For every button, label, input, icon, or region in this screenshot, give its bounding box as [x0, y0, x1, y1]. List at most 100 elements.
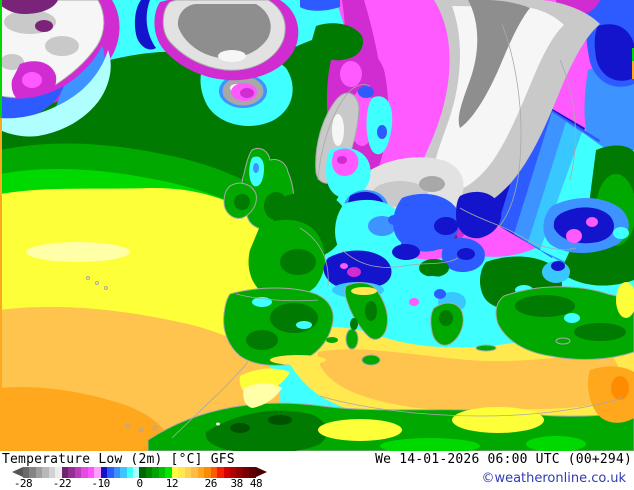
region-algeria-yellow-patch [318, 419, 402, 441]
region-canary-island [125, 423, 131, 429]
copyright-link[interactable]: ©weatheronline.co.uk [481, 471, 626, 486]
region-azores-island3 [104, 286, 108, 290]
region-crete [475, 344, 497, 352]
border-eastern-europe [459, 207, 577, 250]
region-atlas-darker-spot [230, 423, 250, 433]
scale-segment [210, 467, 218, 478]
scale-segment [249, 467, 256, 478]
region-cyprus [555, 337, 571, 345]
region-greenland-palecyan-band [0, 50, 111, 137]
border-russia-meander [497, 23, 522, 229]
region-sahara-brightgreen2 [526, 436, 586, 451]
region-iberia-south-yellow [270, 355, 326, 365]
scale-segment [42, 467, 49, 478]
region-poland-darkblue [434, 217, 458, 235]
scale-segment [29, 467, 36, 478]
scale-segment [184, 467, 192, 478]
scale-segment [171, 467, 179, 478]
region-canary-island2 [138, 427, 144, 433]
region-po-valley-yellow [351, 287, 377, 295]
scale-segment [191, 467, 198, 478]
region-atlantic-orange-southwest [0, 386, 171, 451]
region-sahara-brightgreen [380, 438, 480, 451]
region-poland-blue [393, 193, 460, 252]
scale-tick-label: -22 [52, 477, 72, 490]
region-caucasus-pink-spot [566, 229, 582, 243]
region-northeast-darkblue-corner [594, 24, 634, 81]
scale-segment [35, 467, 43, 478]
scale-tick-labels: -28 -22 -10 0 12 26 38 48 [14, 477, 263, 490]
region-arctic-gray-dark [458, 0, 530, 128]
region-sicily [361, 354, 381, 366]
scale-tick-label: 26 [204, 477, 218, 490]
region-caucasus-pink-spot2 [586, 217, 598, 227]
coast-morocco-atlantic [171, 361, 249, 439]
temperature-map [0, 0, 634, 451]
region-iberia-cyan-east [296, 321, 312, 329]
region-bothnia-blue-spot2 [358, 86, 374, 98]
valid-datetime: We 14-01-2026 06:00 UTC (00+294) [375, 452, 632, 467]
coast-north-africa [319, 395, 623, 417]
region-greenland-purple-top [0, 0, 58, 14]
region-bothnia-cyan [366, 96, 393, 155]
border-pyrenees [235, 293, 319, 302]
region-morocco-paleyellow [243, 383, 282, 408]
region-norwegian-sea-green [312, 23, 364, 61]
coast-norway [317, 84, 371, 181]
map-edge-strip-right-green [632, 48, 634, 61]
scale-segment [139, 467, 146, 478]
region-alps-magenta-spot [347, 267, 361, 277]
scale-segment [236, 467, 243, 478]
map-title: Temperature Low (2m) [°C] GFS [2, 452, 235, 467]
region-topedge-blue-strip [300, 0, 340, 11]
scale-segment [94, 467, 101, 478]
legend-bar: Temperature Low (2m) [°C] GFS We 14-01-2… [0, 451, 634, 490]
scale-tick-label: 48 [249, 477, 263, 490]
scale-right-arrow-icon [256, 467, 267, 477]
region-denmark-magenta-dot [337, 156, 347, 164]
region-turkey-yellow-east [616, 282, 634, 318]
scale-segment [113, 467, 121, 478]
region-atlas-snow-dot [216, 422, 220, 426]
region-dinaric-pink-spot [409, 298, 419, 306]
region-atlas-darker-spot2 [268, 415, 292, 425]
region-baltic-gray-patch2 [419, 176, 445, 192]
region-iceland-magenta-core [240, 88, 254, 98]
scale-left-arrow-icon [12, 467, 23, 477]
region-czech-darkblue [392, 244, 420, 260]
scale-segment [48, 467, 56, 478]
border-russia-meander2 [559, 59, 576, 181]
scale-segment [61, 467, 69, 478]
scale-segment [242, 467, 250, 478]
region-iberia-darkgreen [270, 303, 318, 333]
region-balkans-blue-spot [434, 289, 446, 299]
region-turkey-darkgreen2 [574, 323, 626, 341]
region-belarus-darkblue [456, 191, 502, 239]
region-eastgreenland-blue-arc [134, 0, 156, 50]
scale-tick-label: 12 [165, 477, 179, 490]
region-turkey-darkgreen-band [515, 295, 575, 317]
map-edge-strip-left-green [0, 0, 2, 118]
region-sardinia [345, 328, 359, 350]
region-hungary-darkgreen [419, 259, 449, 277]
scale-segment [152, 467, 159, 478]
scale-segment [68, 467, 75, 478]
region-canary-island3 [152, 425, 158, 431]
region-greece-darkgreen [439, 310, 453, 326]
region-eastgreenland-white-spot [218, 50, 246, 62]
scale-segment [107, 467, 114, 478]
scale-segment [81, 467, 88, 478]
region-greenland-gray-patch2 [45, 36, 79, 56]
region-germany-cyan [335, 199, 405, 264]
scale-segment [23, 467, 30, 478]
scale-segment [158, 467, 166, 478]
scale-segment [55, 467, 62, 478]
map-edge-strip-left-orange [0, 118, 2, 451]
region-blacksea-cyan-bit [613, 227, 629, 239]
region-france-darkgreen [280, 249, 316, 275]
region-azores-island2 [95, 281, 99, 285]
region-greenland-blue-band [0, 86, 64, 121]
scale-segment [145, 467, 153, 478]
region-alps-pink-spot [340, 263, 348, 269]
